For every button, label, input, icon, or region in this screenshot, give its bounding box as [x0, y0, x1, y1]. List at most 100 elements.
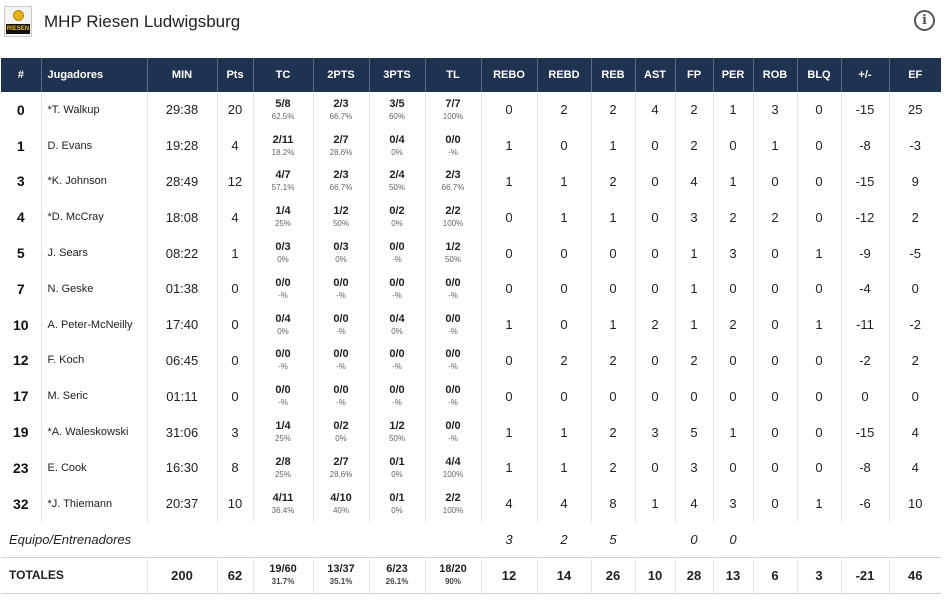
- stat-blq-cell: 3: [797, 556, 842, 594]
- free-throws-cell: 7/7 100%: [425, 92, 482, 128]
- two-pointers-cell-made: 2/3: [333, 169, 349, 182]
- free-throws-cell-percentage: -%: [448, 398, 458, 408]
- column-header[interactable]: MIN: [147, 58, 218, 92]
- column-header[interactable]: FP: [675, 58, 714, 92]
- stat-fp-cell: 0: [690, 531, 698, 547]
- stat-rob-cell: 0: [753, 378, 798, 415]
- totals-label: TOTALES: [1, 556, 148, 594]
- column-header[interactable]: EF: [889, 58, 941, 92]
- minutes-cell: 200: [147, 556, 218, 594]
- minutes-cell: 08:22: [147, 235, 218, 271]
- info-icon[interactable]: i: [914, 10, 935, 31]
- free-throws-cell: 1/2 50%: [425, 235, 482, 271]
- player-name[interactable]: E. Cook: [41, 449, 148, 486]
- column-header[interactable]: PER: [713, 58, 754, 92]
- player-name[interactable]: M. Seric: [41, 378, 148, 415]
- player-name[interactable]: *D. McCray: [41, 199, 148, 236]
- three-pointers-cell-made: 0/4: [389, 312, 405, 325]
- field-goals-cell-percentage: -%: [278, 362, 288, 372]
- stat-rob-cell: 0: [753, 485, 798, 522]
- minutes-cell: 31:06: [147, 414, 218, 450]
- table-row: 19 *A. Waleskowski 31:06 3 1/4 25% 0/2 0% 1/2 50%…: [1, 414, 941, 450]
- free-throws-cell-made: 0/0: [445, 133, 461, 146]
- two-pointers-cell-made: 0/2: [333, 420, 349, 433]
- three-pointers-cell-made: 2/4: [389, 169, 405, 182]
- stat-per-cell: 3: [713, 235, 754, 271]
- column-header[interactable]: +/-: [841, 58, 890, 92]
- table-row: 23 E. Cook 16:30 8 2/8 25% 2/7 28.6% 0/1 0% 4/4 100…: [1, 449, 941, 486]
- player-number: 5: [1, 235, 42, 271]
- stat-blq-cell: 0: [797, 449, 842, 486]
- field-goals-cell: 5/8 62.5%: [253, 92, 314, 128]
- field-goals-cell-percentage: 25%: [274, 219, 291, 229]
- two-pointers-cell: 1/2 50%: [313, 199, 370, 236]
- field-goals-cell: 0/0 -%: [253, 270, 314, 307]
- stat-reb-cell: 1: [591, 199, 636, 236]
- two-pointers-cell-percentage: 50%: [332, 219, 349, 229]
- stat-fp-cell: 2: [675, 92, 714, 128]
- column-header[interactable]: AST: [635, 58, 676, 92]
- three-pointers-cell: 0/0 -%: [369, 342, 426, 379]
- stat-rebd-cell: 0: [537, 235, 592, 271]
- column-header[interactable]: REBD: [537, 58, 592, 92]
- player-name[interactable]: *A. Waleskowski: [41, 414, 148, 450]
- player-number: 10: [1, 306, 42, 343]
- three-pointers-cell-percentage: -%: [392, 255, 402, 265]
- stat-pm-cell: -2: [841, 342, 890, 379]
- player-name[interactable]: N. Geske: [41, 270, 148, 307]
- column-header[interactable]: ROB: [753, 58, 798, 92]
- player-number: 3: [1, 163, 42, 200]
- column-header[interactable]: Jugadores: [41, 58, 148, 92]
- stat-pm-cell: [841, 522, 889, 558]
- two-pointers-cell-made: 0/3: [333, 241, 349, 254]
- table-row: 0 *T. Walkup 29:38 20 5/8 62.5% 2/3 66.7% 3/5 60%…: [1, 92, 941, 128]
- column-header[interactable]: 3PTS: [369, 58, 426, 92]
- player-name[interactable]: *K. Johnson: [41, 163, 148, 200]
- three-pointers-cell-made: 0/2: [389, 205, 405, 218]
- column-header[interactable]: #: [1, 58, 42, 92]
- table-row: 32 *J. Thiemann 20:37 10 4/11 36.4% 4/10 40% 0/1…: [1, 485, 941, 522]
- column-header[interactable]: REBO: [481, 58, 538, 92]
- column-header[interactable]: TC: [253, 58, 314, 92]
- field-goals-cell: 0/0 -%: [253, 342, 314, 379]
- field-goals-cell: 0/4 0%: [253, 306, 314, 343]
- column-header[interactable]: BLQ: [797, 58, 842, 92]
- free-throws-cell-made: 2/2: [445, 491, 461, 504]
- player-number: 17: [1, 378, 42, 415]
- field-goals-cell-percentage: 62.5%: [271, 111, 295, 121]
- field-goals-cell-percentage: -%: [278, 398, 288, 408]
- stat-fp-cell: 5: [675, 414, 714, 450]
- column-header[interactable]: 2PTS: [313, 58, 370, 92]
- three-pointers-cell: 0/4 0%: [369, 306, 426, 343]
- stat-fp-cell: 4: [675, 485, 714, 522]
- two-pointers-cell: 13/37 35.1%: [313, 556, 370, 594]
- team-coaches-row: Equipo/Entrenadores 3 2 5 0 0: [1, 522, 941, 558]
- player-name[interactable]: A. Peter-McNeilly: [41, 306, 148, 343]
- player-name[interactable]: J. Sears: [41, 235, 148, 271]
- three-pointers-cell-made: 0/0: [389, 348, 405, 361]
- player-name[interactable]: *T. Walkup: [41, 92, 148, 128]
- column-header[interactable]: REB: [591, 58, 636, 92]
- stat-rebo-cell: 0: [481, 342, 538, 379]
- player-name[interactable]: *J. Thiemann: [41, 485, 148, 522]
- field-goals-cell: 2/11 18.2%: [253, 127, 314, 164]
- column-header[interactable]: Pts: [217, 58, 254, 92]
- stat-rebd-cell: 4: [537, 485, 592, 522]
- free-throws-cell: 2/2 100%: [425, 199, 482, 236]
- free-throws-cell: 0/0 -%: [425, 414, 482, 450]
- stat-rob-cell: 6: [753, 556, 798, 594]
- three-pointers-cell-percentage: 50%: [388, 183, 405, 193]
- stat-pm-cell: -6: [841, 485, 890, 522]
- stat-per-cell: 0: [713, 378, 754, 415]
- team-header: RIESEN MHP Riesen Ludwigsburg i: [0, 0, 948, 48]
- column-header[interactable]: TL: [425, 58, 482, 92]
- stat-blq-cell: 0: [797, 127, 842, 164]
- player-name[interactable]: D. Evans: [41, 127, 148, 164]
- player-number: 12: [1, 342, 42, 379]
- stat-per-cell: 13: [713, 556, 754, 594]
- field-goals-cell: 1/4 25%: [253, 414, 314, 450]
- three-pointers-cell: 0/0 -%: [369, 235, 426, 271]
- stat-fp-cell: 1: [675, 306, 714, 343]
- points-cell: 3: [217, 414, 254, 450]
- player-name[interactable]: F. Koch: [41, 342, 148, 379]
